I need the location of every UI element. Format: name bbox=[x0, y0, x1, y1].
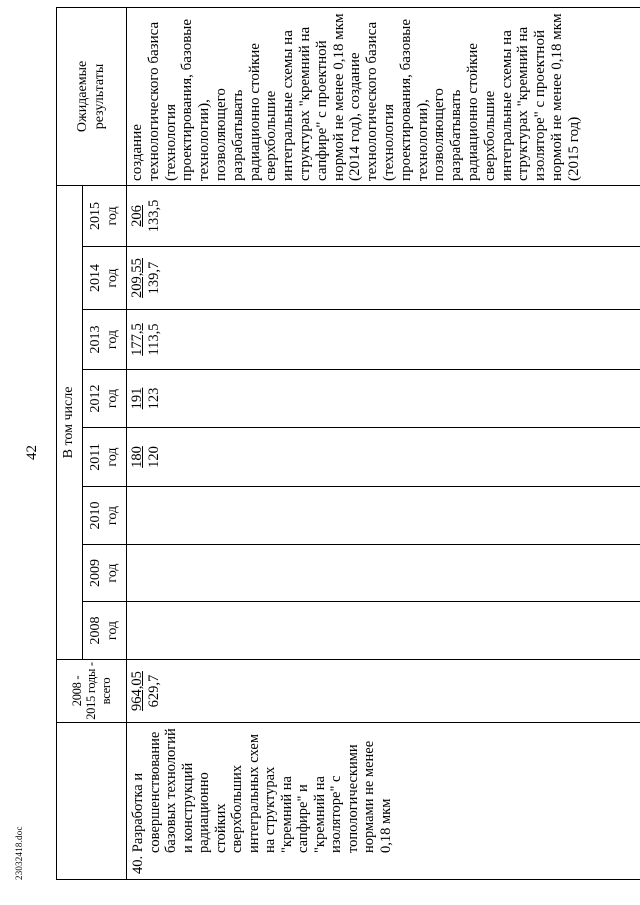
page-number: 42 bbox=[24, 445, 40, 460]
row-description-cell: 40. Разработка и совершенствование базов… bbox=[126, 722, 640, 880]
value-2012-bottom: 123 bbox=[145, 387, 162, 410]
row-number: 40. bbox=[130, 855, 146, 874]
row-description: 40. Разработка и совершенствование базов… bbox=[130, 727, 394, 874]
value-2008-bottom bbox=[145, 602, 161, 659]
value-cell-2012: 191 123 bbox=[126, 369, 640, 428]
value-cell-2013: 177,5 113,5 bbox=[126, 309, 640, 370]
expected-results-text: создание технологического базиса (технол… bbox=[129, 13, 582, 181]
row-description-text: Разработка и совершенствование базовых т… bbox=[130, 728, 394, 853]
header-total: 2008 - 2015 годы - всего bbox=[56, 659, 127, 723]
header-expected-results: Ожидаемые результаты bbox=[56, 7, 127, 186]
value-cell-2009 bbox=[126, 544, 640, 602]
value-cell-2014: 209,55 139,7 bbox=[126, 246, 640, 310]
value-2015-bottom: 133,5 bbox=[145, 199, 162, 233]
header-row-1: 2008 - 2015 годы - всего В том числе Ожи… bbox=[56, 7, 127, 880]
value-cell-2015: 206 133,5 bbox=[126, 185, 640, 247]
footer-filename: 23032418.doc bbox=[14, 826, 24, 880]
value-2013-top: 177,5 bbox=[129, 323, 145, 356]
value-2008-top bbox=[129, 602, 145, 659]
value-2011-top: 180 bbox=[129, 446, 145, 468]
header-year-2009: 2009 год bbox=[82, 544, 127, 602]
value-2013-bottom: 113,5 bbox=[145, 323, 162, 356]
value-2014-top: 209,55 bbox=[129, 258, 145, 298]
header-year-2015: 2015 год bbox=[82, 185, 127, 247]
value-2010-top bbox=[129, 487, 145, 544]
value-2012-top: 191 bbox=[129, 387, 145, 410]
table-row: 40. Разработка и совершенствование базов… bbox=[126, 7, 640, 880]
header-year-2013: 2013 год bbox=[82, 309, 127, 370]
header-year-2011: 2011 год bbox=[82, 427, 127, 487]
value-2010-bottom bbox=[145, 487, 161, 544]
total-value-bottom: 629,7 bbox=[145, 674, 162, 708]
funding-table: 2008 - 2015 годы - всего В том числе Ожи… bbox=[56, 7, 640, 880]
value-cell-2011: 180 120 bbox=[126, 427, 640, 487]
header-year-2014: 2014 год bbox=[82, 246, 127, 310]
header-description-cell bbox=[56, 722, 127, 880]
value-2011-bottom: 120 bbox=[145, 446, 162, 468]
value-cell-2008 bbox=[126, 601, 640, 660]
expected-results-cell: создание технологического базиса (технол… bbox=[126, 7, 640, 186]
total-value-top: 964,05 bbox=[129, 671, 145, 711]
header-year-2012: 2012 год bbox=[82, 369, 127, 428]
header-year-2008: 2008 год bbox=[82, 601, 127, 660]
value-2009-bottom bbox=[145, 545, 161, 601]
value-2015-top: 206 bbox=[129, 205, 145, 227]
value-cell-2010 bbox=[126, 486, 640, 545]
value-2014-bottom: 139,7 bbox=[145, 261, 162, 295]
header-year-2010: 2010 год bbox=[82, 486, 127, 545]
header-group: В том числе bbox=[56, 185, 83, 660]
value-cell-total: 964,05 629,7 bbox=[126, 659, 640, 723]
value-2009-top bbox=[129, 545, 145, 601]
